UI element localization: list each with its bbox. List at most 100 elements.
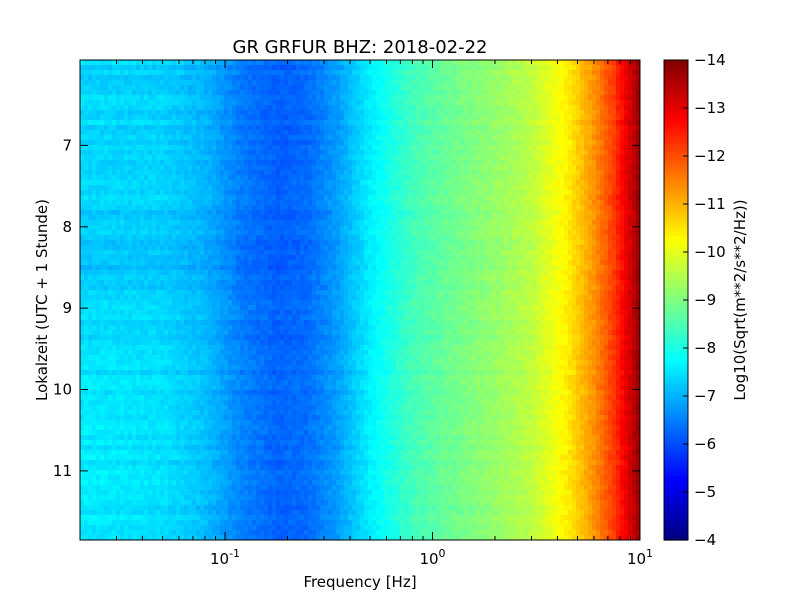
heatmap-cell <box>180 135 185 141</box>
heatmap-cell <box>96 140 101 146</box>
heatmap-cell <box>544 150 549 156</box>
heatmap-cell <box>412 110 417 116</box>
heatmap-cell <box>168 75 173 81</box>
heatmap-cell <box>80 170 85 176</box>
heatmap-cell <box>208 135 213 141</box>
heatmap-cell <box>508 105 513 111</box>
heatmap-cell <box>348 95 353 101</box>
heatmap-cell <box>380 190 385 196</box>
heatmap-cell <box>380 210 385 216</box>
heatmap-cell <box>396 175 401 181</box>
heatmap-cell <box>220 205 225 211</box>
heatmap-cell <box>436 235 441 241</box>
heatmap-cell <box>508 145 513 151</box>
heatmap-cell <box>388 160 393 166</box>
heatmap-cell <box>164 120 169 126</box>
heatmap-cell <box>496 95 501 101</box>
heatmap-cell <box>464 150 469 156</box>
heatmap-cell <box>392 85 397 91</box>
heatmap-cell <box>168 135 173 141</box>
heatmap-cell <box>352 170 357 176</box>
heatmap-cell <box>540 195 545 201</box>
heatmap-cell <box>164 150 169 156</box>
heatmap-cell <box>512 130 517 136</box>
heatmap-cell <box>528 65 533 71</box>
heatmap-cell <box>620 85 625 91</box>
heatmap-cell <box>416 190 421 196</box>
heatmap-cell <box>320 190 325 196</box>
heatmap-cell <box>592 175 597 181</box>
heatmap-cell <box>304 205 309 211</box>
heatmap-cell <box>208 100 213 106</box>
heatmap-cell <box>280 165 285 171</box>
heatmap-cell <box>632 165 637 171</box>
heatmap-cell <box>372 75 377 81</box>
heatmap-cell <box>388 155 393 161</box>
heatmap-cell <box>576 125 581 131</box>
heatmap-cell <box>204 110 209 116</box>
heatmap-cell <box>160 225 165 231</box>
heatmap-cell <box>552 125 557 131</box>
heatmap-cell <box>80 125 85 131</box>
heatmap-cell <box>376 155 381 161</box>
heatmap-cell <box>476 195 481 201</box>
heatmap-cell <box>168 195 173 201</box>
heatmap-cell <box>204 195 209 201</box>
heatmap-cell <box>224 80 229 86</box>
heatmap-cell <box>436 155 441 161</box>
heatmap-cell <box>456 175 461 181</box>
heatmap-cell <box>248 215 253 221</box>
heatmap-cell <box>100 205 105 211</box>
heatmap-cell <box>452 135 457 141</box>
heatmap-cell <box>548 85 553 91</box>
heatmap-cell <box>544 100 549 106</box>
heatmap-cell <box>540 95 545 101</box>
heatmap-cell <box>300 185 305 191</box>
heatmap-cell <box>168 170 173 176</box>
heatmap-cell <box>584 125 589 131</box>
heatmap-cell <box>476 170 481 176</box>
heatmap-cell <box>228 85 233 91</box>
heatmap-cell <box>284 85 289 91</box>
heatmap-cell <box>212 90 217 96</box>
heatmap-cell <box>584 145 589 151</box>
heatmap-cell <box>296 135 301 141</box>
heatmap-cell <box>300 65 305 71</box>
heatmap-cell <box>80 200 85 206</box>
heatmap-cell <box>448 120 453 126</box>
heatmap-cell <box>388 200 393 206</box>
heatmap-cell <box>164 145 169 151</box>
heatmap-cell <box>252 185 257 191</box>
heatmap-cell <box>584 205 589 211</box>
heatmap-cell <box>320 220 325 226</box>
heatmap-cell <box>612 190 617 196</box>
heatmap-cell <box>132 165 137 171</box>
heatmap-cell <box>444 60 449 66</box>
heatmap-cell <box>148 105 153 111</box>
heatmap-cell <box>424 195 429 201</box>
heatmap-cell <box>372 140 377 146</box>
heatmap-cell <box>552 220 557 226</box>
heatmap-cell <box>336 70 341 76</box>
heatmap-cell <box>156 100 161 106</box>
heatmap-cell <box>552 70 557 76</box>
heatmap-cell <box>80 90 85 96</box>
heatmap-cell <box>84 95 89 101</box>
heatmap-cell <box>316 130 321 136</box>
heatmap-cell <box>304 105 309 111</box>
heatmap-cell <box>200 115 205 121</box>
heatmap-cell <box>396 200 401 206</box>
heatmap-cell <box>440 215 445 221</box>
heatmap-cell <box>268 100 273 106</box>
heatmap-cell <box>608 220 613 226</box>
heatmap-cell <box>476 175 481 181</box>
heatmap-cell <box>204 230 209 236</box>
heatmap-cell <box>236 195 241 201</box>
heatmap-cell <box>84 145 89 151</box>
heatmap-cell <box>548 135 553 141</box>
heatmap-cell <box>228 145 233 151</box>
heatmap-cell <box>532 210 537 216</box>
heatmap-cell <box>124 195 129 201</box>
heatmap-cell <box>204 225 209 231</box>
heatmap-cell <box>616 110 621 116</box>
